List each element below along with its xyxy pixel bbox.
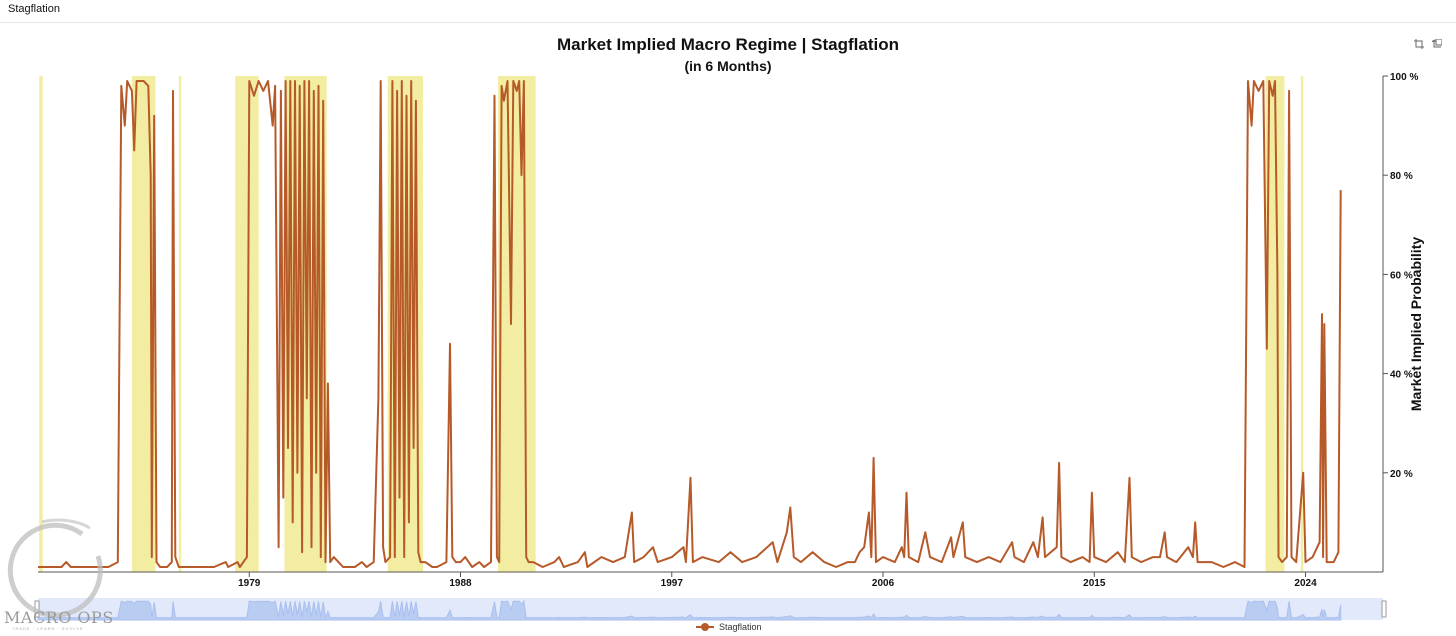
series-line-0	[38, 80, 1342, 568]
watermark-brand: MACRO OPS	[4, 608, 114, 627]
restore-icon[interactable]	[1432, 39, 1442, 49]
y-tick-label: 80 %	[1390, 171, 1413, 182]
watermark-tagline: TRADE · LEARN · EVOLVE	[12, 626, 84, 631]
legend-marker-icon	[696, 622, 714, 632]
y-tick-label: 40 %	[1390, 370, 1413, 381]
chart-subtitle: (in 6 Months)	[684, 58, 772, 74]
y-tick-label: 20 %	[1390, 469, 1413, 480]
tab-bar: Stagflation	[0, 0, 1456, 23]
chart-title: Market Implied Macro Regime | Stagflatio…	[557, 35, 899, 54]
tab-stagflation[interactable]: Stagflation	[8, 3, 60, 15]
regime-band-0	[39, 76, 43, 572]
legend-label: Stagflation	[719, 622, 762, 632]
x-tick-label: 2024	[1294, 578, 1317, 589]
x-tick-label: 2015	[1083, 578, 1106, 589]
x-tick-label: 1979	[238, 578, 261, 589]
crop-icon[interactable]	[1414, 39, 1424, 49]
y-tick-label: 60 %	[1390, 270, 1413, 281]
macro-ops-logo	[7, 518, 103, 618]
regime-band-8	[1300, 76, 1304, 572]
regime-band-3	[235, 76, 259, 572]
y-axis-title: Market Implied Probability	[1408, 237, 1424, 411]
navigator-handle-right[interactable]	[1381, 600, 1387, 618]
regime-band-1	[131, 76, 156, 572]
navigator-series	[37, 599, 1342, 621]
y-tick-label: 100 %	[1390, 72, 1418, 83]
regime-band-2	[178, 76, 182, 572]
x-tick-label: 1997	[661, 578, 684, 589]
x-tick-label: 1988	[449, 578, 472, 589]
navigator-window[interactable]	[38, 598, 1383, 620]
regime-band-7	[1265, 76, 1285, 572]
legend-item-stagflation[interactable]: Stagflation	[696, 620, 762, 634]
x-tick-label: 2006	[872, 578, 895, 589]
regime-band-6	[498, 76, 536, 572]
